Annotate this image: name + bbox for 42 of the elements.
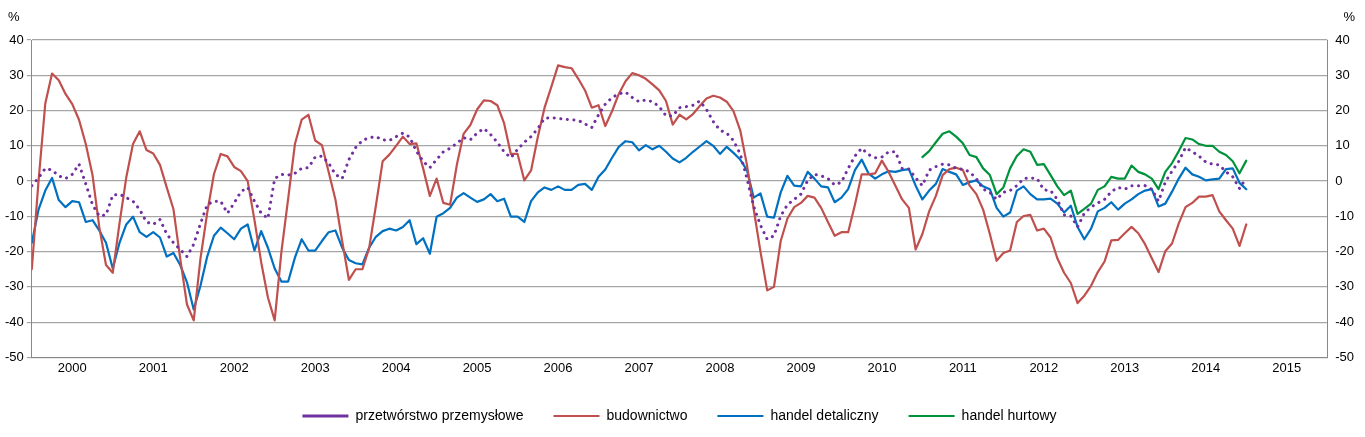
y2-axis-title: % [1343, 9, 1356, 25]
y-tick-label: -10 [4, 207, 24, 223]
legend-label: budownictwo [606, 406, 688, 423]
x-tick-label: 2002 [219, 359, 249, 375]
y2-tick-label: 20 [1335, 102, 1350, 118]
x-tick-label: 2008 [705, 359, 735, 375]
x-tick-label: 2009 [786, 359, 816, 375]
x-tick-label: 2006 [543, 359, 573, 375]
y-axis-title: % [8, 9, 20, 25]
legend-label: handel detaliczny [770, 406, 879, 423]
legend-label: przetwórstwo przemysłowe [355, 406, 524, 423]
y2-tick-label: -50 [1335, 348, 1355, 364]
y2-tick-label: -10 [1335, 207, 1355, 223]
x-tick-label: 2005 [462, 359, 492, 375]
x-tick-label: 2014 [1191, 359, 1221, 375]
y-tick-label: -30 [4, 278, 24, 294]
x-tick-label: 2003 [300, 359, 330, 375]
y-tick-label: -50 [4, 348, 24, 364]
y2-tick-label: 10 [1335, 137, 1350, 153]
x-tick-label: 2015 [1272, 359, 1302, 375]
y-tick-label: 10 [9, 137, 24, 153]
y2-tick-label: 30 [1335, 66, 1350, 82]
x-tick-label: 2000 [57, 359, 87, 375]
y-tick-label: -20 [4, 243, 24, 259]
y-tick-label: 20 [9, 102, 24, 118]
y-tick-label: -40 [4, 313, 24, 329]
x-tick-label: 2004 [381, 359, 411, 375]
x-tick-label: 2001 [138, 359, 168, 375]
y2-tick-label: 40 [1335, 31, 1350, 47]
y-tick-label: 0 [16, 172, 24, 188]
legend-label: handel hurtowy [961, 406, 1057, 423]
y-tick-label: 30 [9, 66, 24, 82]
x-tick-label: 2010 [867, 359, 897, 375]
y2-tick-label: -40 [1335, 313, 1355, 329]
x-tick-label: 2012 [1029, 359, 1059, 375]
y2-tick-label: -20 [1335, 243, 1355, 259]
y-tick-label: 40 [9, 31, 24, 47]
x-tick-label: 2011 [948, 359, 977, 375]
y2-tick-label: 0 [1335, 172, 1343, 188]
y2-tick-label: -30 [1335, 278, 1355, 294]
x-tick-label: 2007 [624, 359, 654, 375]
x-tick-label: 2013 [1110, 359, 1140, 375]
